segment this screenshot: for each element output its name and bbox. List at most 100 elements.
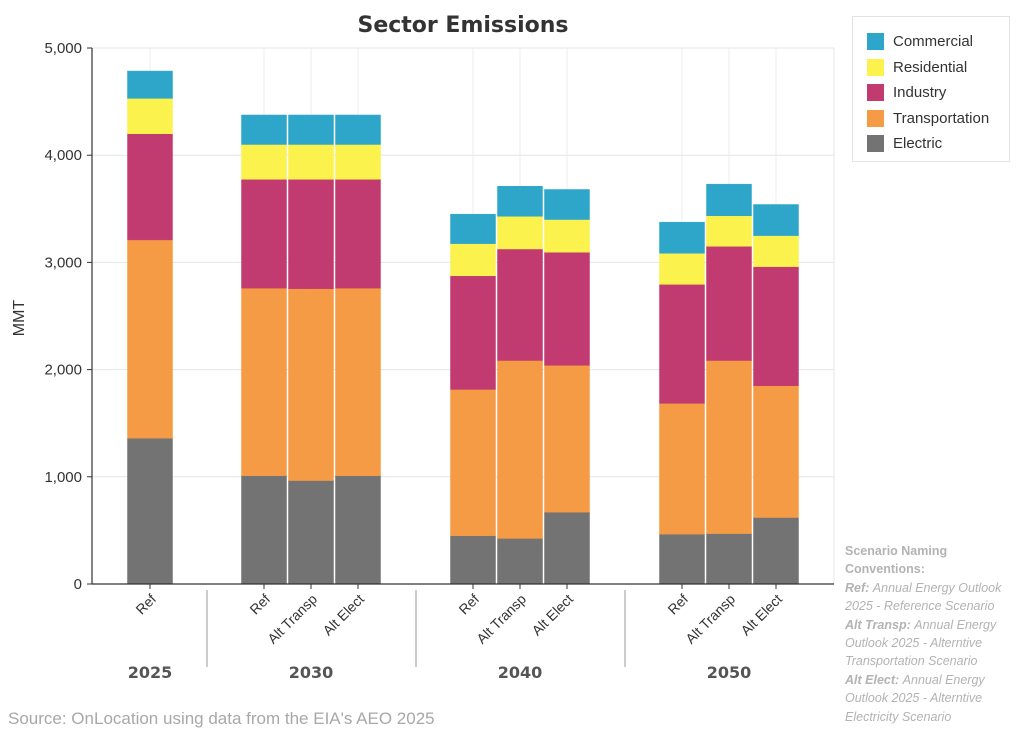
bar-segment-electric: [335, 475, 381, 585]
bar-segment-residential: [544, 219, 590, 253]
bar-segment-transportation: [335, 287, 381, 476]
bar-segment-transportation: [497, 360, 543, 539]
x-tick-label: Alt Elect: [737, 591, 785, 639]
y-tick-labels: 0 1,000 2,000 3,000 4,000 5,000: [44, 40, 82, 593]
legend: Commercial Residential Industry Transportat…: [852, 16, 1010, 162]
bar-segment-transportation: [288, 288, 334, 481]
x-tick-label: Alt Transp: [473, 591, 529, 647]
bar-segment-electric: [497, 538, 543, 585]
bar-segment-industry: [450, 275, 496, 390]
bar-segment-electric: [288, 480, 334, 585]
y-tick-label: 0: [74, 576, 82, 593]
bar-segment-transportation: [544, 365, 590, 513]
group-labels: 2025 2030 2040 2050: [128, 663, 752, 682]
axes: [87, 47, 834, 667]
bar-segment-transportation: [450, 389, 496, 537]
bar-segment-residential: [288, 144, 334, 180]
bar-segment-transportation: [706, 360, 752, 534]
bar-segment-residential: [450, 243, 496, 277]
source-note: Source: OnLocation using data from the E…: [8, 709, 435, 728]
bar-segment-electric: [753, 517, 799, 585]
bar-segment-commercial: [335, 114, 381, 145]
bar-segment-electric: [659, 533, 705, 585]
bar-segment-industry: [335, 179, 381, 289]
group-label-2050: 2050: [707, 663, 752, 682]
bar-segment-industry: [288, 179, 334, 289]
bar-segment-transportation: [753, 385, 799, 518]
bar-segment-transportation: [659, 403, 705, 535]
bar-segment-commercial: [497, 186, 543, 217]
legend-item-commercial: Commercial: [867, 29, 1009, 55]
y-axis-label: MMT: [11, 300, 28, 337]
bar-segment-residential: [497, 216, 543, 250]
chart-title: Sector Emissions: [357, 13, 568, 38]
legend-swatch: [867, 58, 884, 76]
legend-label: Transportation: [893, 109, 990, 127]
bar-segment-residential: [706, 215, 752, 247]
bar-segment-transportation: [127, 239, 173, 439]
legend-label: Residential: [893, 58, 968, 76]
bar-segment-commercial: [544, 189, 590, 220]
legend-item-transportation: Transportation: [867, 106, 1009, 132]
bar-segment-transportation: [241, 287, 287, 476]
legend-swatch: [867, 135, 884, 153]
x-tick-label: Alt Elect: [319, 591, 367, 639]
bar-segment-residential: [241, 144, 287, 180]
bar-segment-electric: [127, 437, 173, 585]
bar-segment-industry: [127, 133, 173, 241]
notes-item-ref: Ref: Annual Energy Outlook 2025 - Refere…: [845, 580, 1002, 614]
bar-segment-commercial: [241, 114, 287, 145]
notes-item-alt-elect: Alt Elect: Annual Energy Outlook 2025 - …: [845, 672, 985, 724]
legend-swatch: [867, 109, 884, 127]
bar-segment-industry: [241, 179, 287, 289]
legend-label: Commercial: [893, 33, 974, 51]
y-tick-label: 4,000: [44, 147, 82, 164]
group-label-2025: 2025: [128, 663, 173, 682]
bar-segment-electric: [450, 535, 496, 585]
notes-heading: Scenario Naming Conventions:: [845, 544, 948, 577]
bar-segment-industry: [659, 284, 705, 404]
scenario-notes: Scenario Naming Conventions: Ref: Annual…: [845, 542, 1020, 726]
bar-segment-residential: [335, 144, 381, 180]
bar-segment-commercial: [127, 70, 173, 99]
notes-item-alt-transp: Alt Transp: Annual Energy Outlook 2025 -…: [845, 617, 997, 669]
x-tick-label: Ref: [664, 591, 691, 618]
bar-segment-residential: [659, 253, 705, 285]
bar-segment-commercial: [659, 221, 705, 254]
bar-segment-commercial: [753, 204, 799, 236]
x-tick-label: Ref: [132, 591, 159, 618]
y-tick-label: 5,000: [44, 40, 82, 57]
x-tick-label: Ref: [455, 591, 482, 618]
bar-segment-industry: [753, 266, 799, 386]
legend-swatch: [867, 33, 884, 51]
x-tick-label: Alt Elect: [528, 591, 576, 639]
bar-segment-industry: [544, 251, 590, 366]
legend-label: Electric: [893, 135, 943, 153]
bar-segment-commercial: [706, 183, 752, 217]
bar-segment-electric: [241, 475, 287, 585]
bar-segment-commercial: [288, 114, 334, 145]
bar-segment-residential: [753, 235, 799, 267]
bars: [127, 70, 799, 585]
legend-swatch: [867, 84, 884, 102]
y-tick-label: 2,000: [44, 362, 82, 379]
x-tick-label: Alt Transp: [682, 591, 738, 647]
x-tick-label: Ref: [246, 591, 273, 618]
bar-segment-industry: [497, 248, 543, 361]
bar-segment-electric: [544, 511, 590, 585]
legend-item-industry: Industry: [867, 80, 1009, 106]
bar-segment-electric: [706, 533, 752, 585]
legend-item-electric: Electric: [867, 131, 1009, 157]
legend-item-residential: Residential: [867, 55, 1009, 81]
group-label-2040: 2040: [498, 663, 543, 682]
bar-segment-commercial: [450, 213, 496, 244]
bar-segment-residential: [127, 98, 173, 135]
bar-segment-industry: [706, 246, 752, 361]
legend-label: Industry: [893, 84, 947, 102]
y-tick-label: 3,000: [44, 254, 82, 271]
group-label-2030: 2030: [289, 663, 334, 682]
x-tick-label: Alt Transp: [264, 591, 320, 647]
y-tick-label: 1,000: [44, 469, 82, 486]
